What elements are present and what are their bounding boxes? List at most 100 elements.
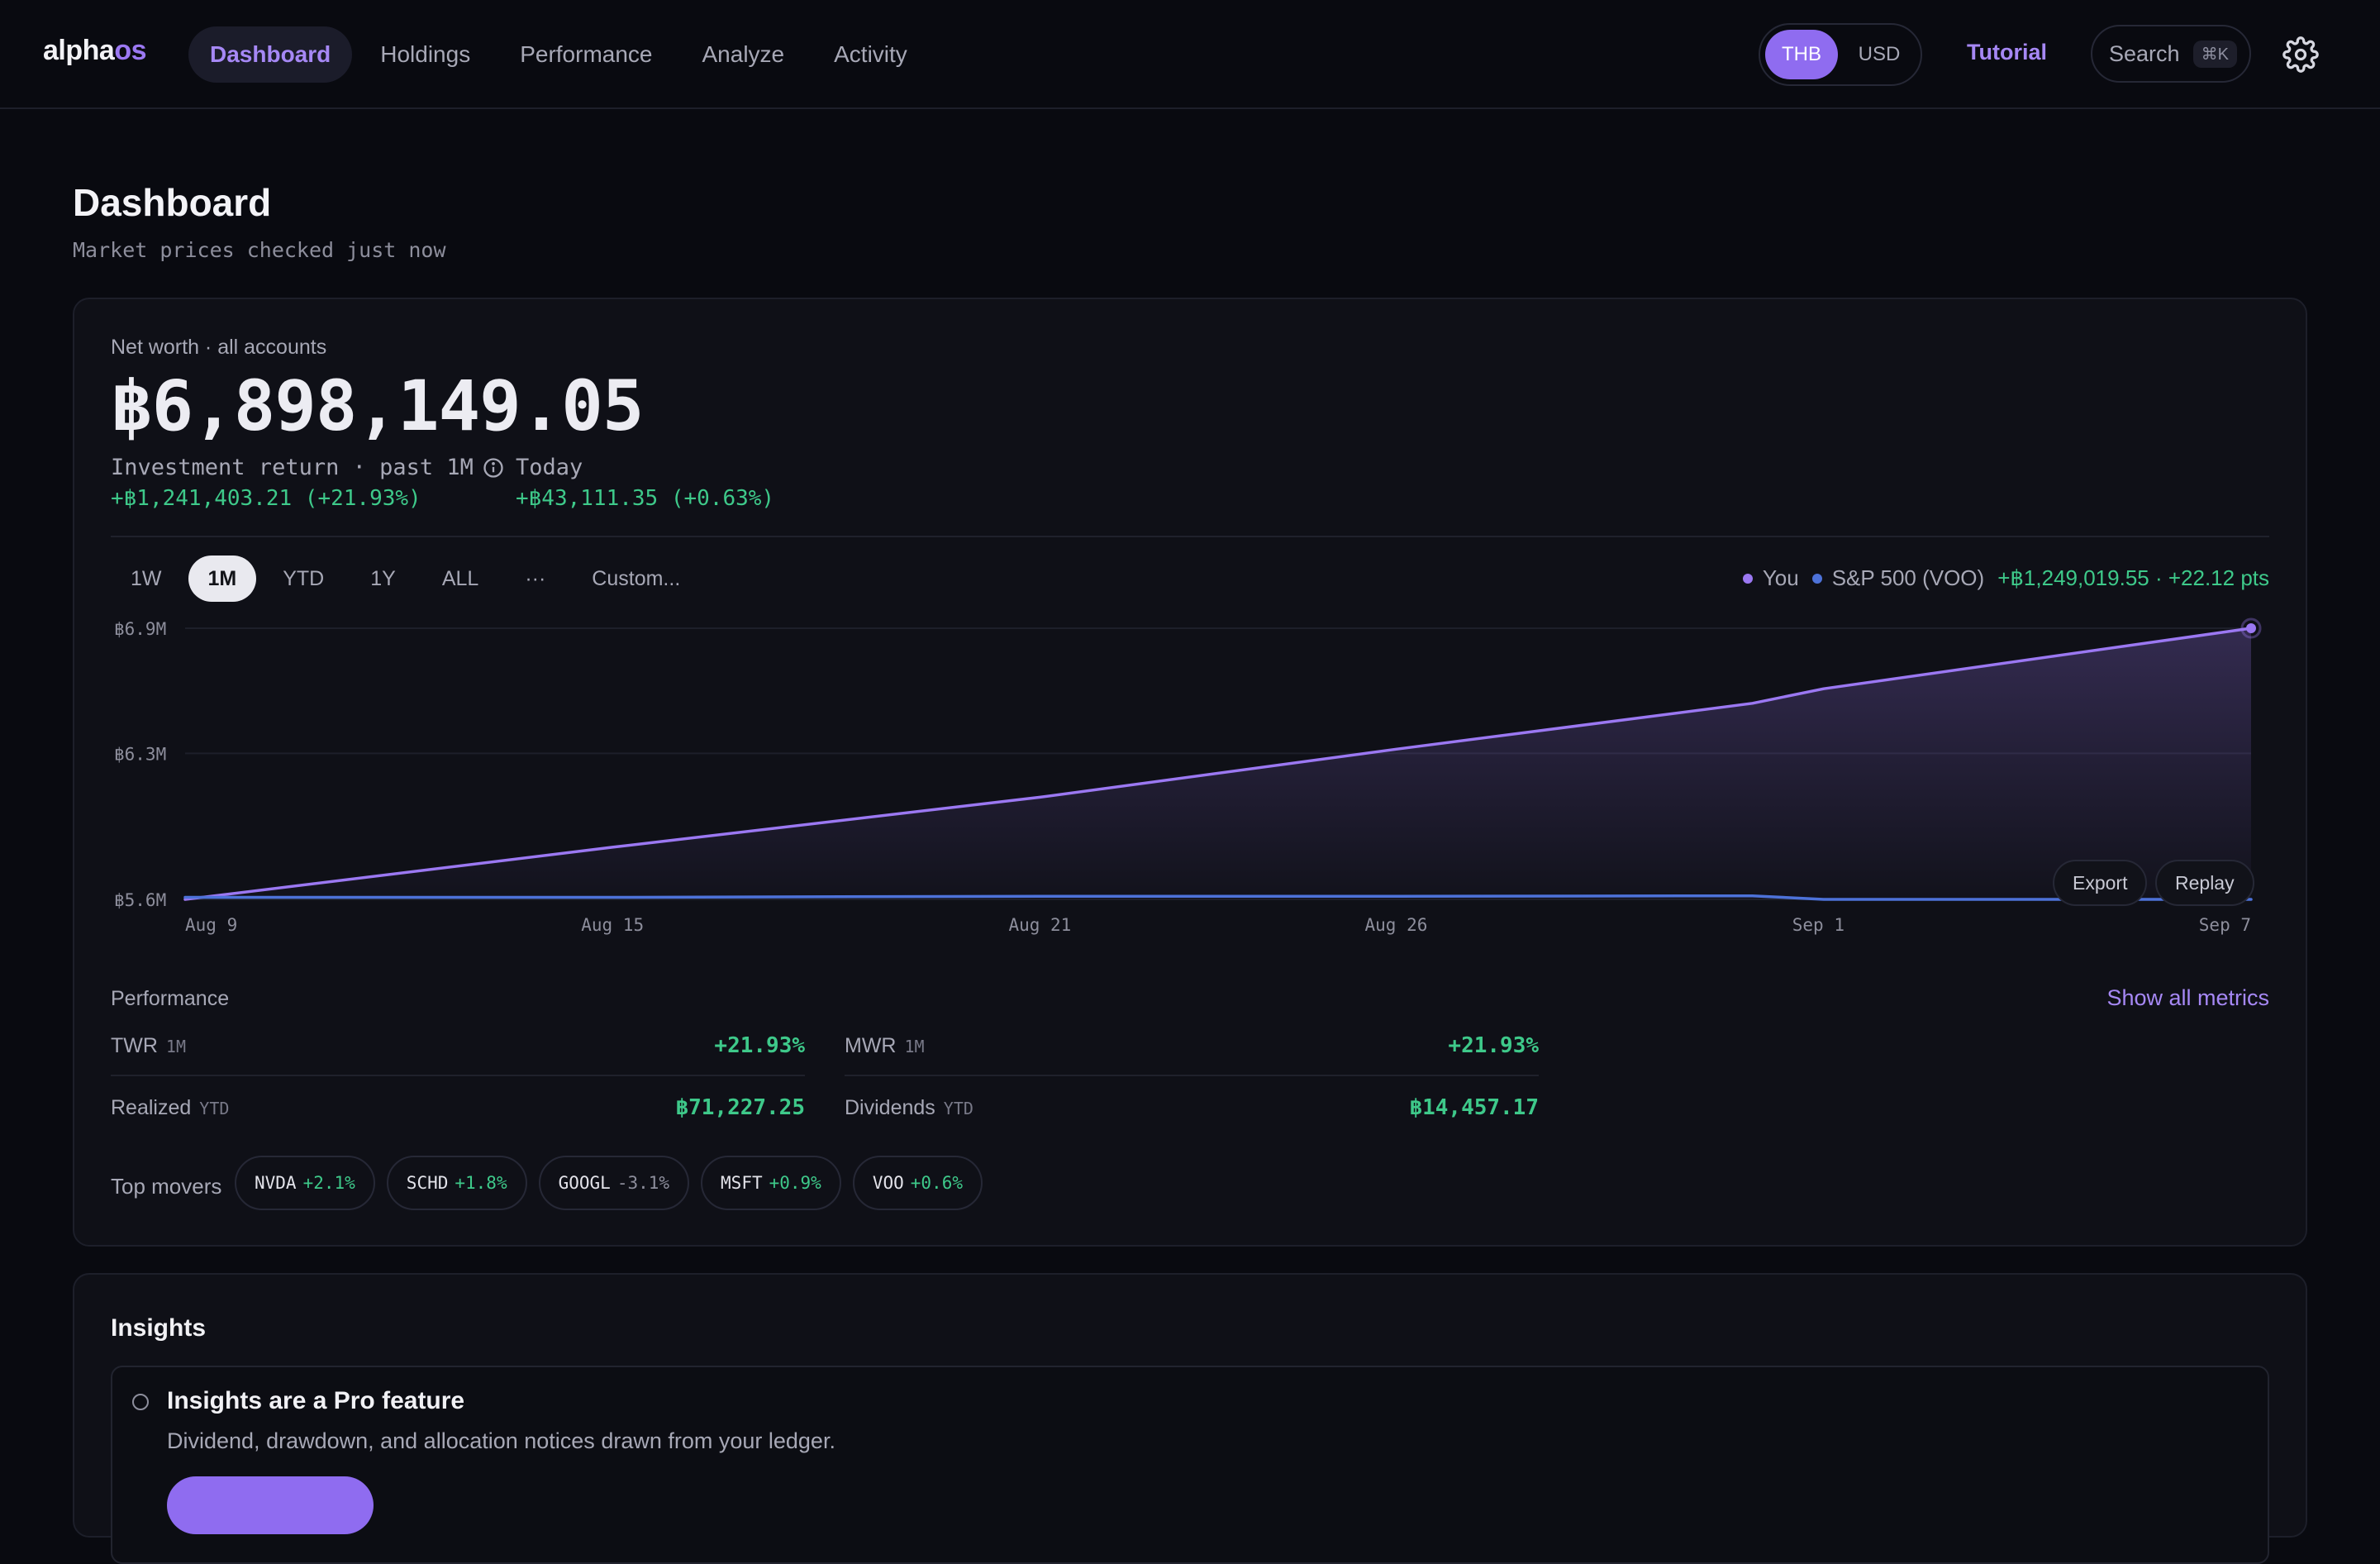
range-ytd-button[interactable]: YTD (283, 566, 325, 590)
mover-change: +0.9% (769, 1173, 821, 1193)
endpoint-halo (2240, 617, 2262, 639)
metric-twr: TWR 1M +21.93% (111, 1017, 805, 1076)
metric-value: ฿14,457.17 (1409, 1095, 1539, 1120)
nav-item-analyze[interactable]: Analyze (702, 41, 785, 67)
page-subtitle: Market prices checked just now (73, 238, 446, 262)
metric-name: Realized YTD (111, 1096, 229, 1120)
metric-value: +21.93% (714, 1033, 805, 1058)
investment-return-value: +฿1,241,403.21 (+21.93%) (111, 486, 421, 511)
insights-title: Insights (111, 1314, 207, 1342)
gear-icon[interactable] (2282, 36, 2319, 73)
endpoint-marker (2246, 623, 2256, 633)
mover-change: +0.6% (910, 1173, 963, 1193)
metric-period: 1M (904, 1036, 925, 1056)
metric-label: MWR (845, 1033, 897, 1057)
mover-change: +1.8% (455, 1173, 507, 1193)
search-label: Search (2109, 41, 2180, 66)
currency-toggle: THB USD (1759, 23, 1922, 86)
more-ranges-button[interactable]: ··· (525, 566, 546, 590)
net-worth-label: Net worth · all accounts (111, 336, 327, 359)
metric-period: 1M (165, 1036, 187, 1056)
chart-legend: You S&P 500 (VOO) +฿1,249,019.55 · +22.1… (1742, 565, 2269, 591)
series-line-1 (183, 894, 2253, 901)
search-button[interactable]: Search ⌘K (2091, 25, 2251, 83)
mover-chip-googl[interactable]: GOOGL -3.1% (538, 1156, 690, 1210)
x-tick-label: Aug 26 (1365, 915, 1428, 935)
range-1m-button[interactable]: 1M (188, 556, 257, 602)
x-tick-label: Aug 9 (185, 915, 237, 935)
range-1w-button[interactable]: 1W (131, 566, 162, 590)
net-worth-chart[interactable]: ฿6.9M ฿6.3M ฿5.6M Aug 9 Aug 15 Aug 21 Aug 26 Se… (74, 613, 2309, 1275)
range-all-button[interactable]: ALL (441, 566, 479, 590)
net-worth-card: Net worth · all accounts ฿6,898,149.05 I… (73, 298, 2307, 1247)
metric-value: +21.93% (1448, 1033, 1539, 1058)
metric-label: Dividends (845, 1095, 935, 1119)
upgrade-button[interactable] (167, 1476, 374, 1534)
export-button[interactable]: Export (2053, 860, 2148, 906)
insights-card: Insights Insights are a Pro feature Divi… (73, 1273, 2307, 1564)
metric-value: ฿71,227.25 (675, 1095, 805, 1120)
y-tick-label: ฿5.6M (114, 890, 166, 910)
nav-item-activity[interactable]: Activity (834, 41, 907, 67)
metric-label: TWR (111, 1033, 158, 1057)
series-area-0 (185, 628, 2251, 899)
tutorial-link[interactable]: Tutorial (1967, 40, 2047, 64)
mover-chip-nvda[interactable]: NVDA +2.1% (235, 1156, 375, 1210)
app-logo[interactable]: alphaos (43, 35, 146, 67)
series-line-0 (183, 627, 2253, 901)
x-tick-label: Aug 21 (1008, 915, 1071, 935)
y-tick-label: ฿6.3M (114, 744, 166, 764)
mover-symbol: MSFT (721, 1173, 763, 1193)
top-movers-list: NVDA +2.1% SCHD +1.8% GOOGL -3.1% MSFT +0.9%… (235, 1156, 983, 1210)
notice-bullet-icon (132, 1394, 149, 1410)
insights-notice-body: Dividend, drawdown, and allocation notic… (167, 1428, 835, 1453)
main-nav: Dashboard Holdings Performance Analyze A… (188, 26, 929, 83)
show-all-metrics-link[interactable]: Show all metrics (2106, 985, 2269, 1010)
currency-usd-button[interactable]: USD (1858, 43, 1901, 65)
mover-symbol: GOOGL (558, 1173, 611, 1193)
x-tick-label: Aug 15 (581, 915, 644, 935)
legend-you-dot (1742, 573, 1753, 584)
mover-symbol: NVDA (255, 1173, 297, 1193)
mover-symbol: SCHD (406, 1173, 449, 1193)
nav-item-holdings[interactable]: Holdings (380, 41, 471, 67)
x-tick-label: Sep 7 (2199, 915, 2251, 935)
metric-period: YTD (943, 1098, 973, 1118)
metric-period: YTD (199, 1098, 230, 1118)
search-shortcut: ⌘K (2192, 40, 2237, 68)
mover-change: -3.1% (616, 1173, 670, 1193)
metric-name: TWR 1M (111, 1034, 186, 1058)
metric-realized: Realized YTD ฿71,227.25 (111, 1078, 805, 1137)
legend-benchmark-label: S&P 500 (VOO) (1831, 565, 1985, 590)
y-tick-label: ฿6.9M (114, 619, 166, 639)
metric-dividends: Dividends YTD ฿14,457.17 (845, 1078, 1539, 1137)
logo-accent: os (114, 35, 146, 66)
performance-title: Performance (111, 987, 230, 1010)
investment-return-text: Investment return · past 1M (111, 455, 474, 480)
range-1y-button[interactable]: 1Y (370, 566, 396, 590)
nav-item-dashboard[interactable]: Dashboard (188, 26, 353, 83)
mover-chip-voo[interactable]: VOO +0.6% (852, 1156, 983, 1210)
time-range-selector: 1W 1M YTD 1Y ALL ··· Custom... (111, 556, 700, 602)
x-tick-label: Sep 1 (1792, 915, 1844, 935)
custom-range-button[interactable]: Custom... (592, 566, 681, 590)
legend-benchmark-dot (1811, 573, 1822, 584)
currency-thb-button[interactable]: THB (1765, 30, 1838, 79)
mover-chip-msft[interactable]: MSFT +0.9% (701, 1156, 841, 1210)
legend-benchmark: S&P 500 (VOO) (1811, 565, 1985, 591)
legend-you: You (1742, 565, 1799, 591)
top-movers-label: Top movers (111, 1174, 222, 1199)
mover-chip-schd[interactable]: SCHD +1.8% (386, 1156, 527, 1210)
investment-return-label: Investment return · past 1M (111, 455, 505, 480)
replay-button[interactable]: Replay (2155, 860, 2254, 906)
net-worth-value: ฿6,898,149.05 (111, 365, 644, 446)
metric-name: Dividends YTD (845, 1096, 973, 1120)
insights-pro-notice: Insights are a Pro feature Dividend, dra… (111, 1366, 2269, 1564)
today-value: +฿43,111.35 (+0.63%) (516, 486, 775, 511)
logo-main: alpha (43, 35, 115, 66)
info-icon[interactable] (482, 456, 505, 479)
nav-item-performance[interactable]: Performance (520, 41, 653, 67)
top-navigation-bar: alphaos Dashboard Holdings Performance A… (0, 0, 2380, 109)
legend-summary: +฿1,249,019.55 · +22.12 pts (1997, 565, 2269, 590)
mover-symbol: VOO (872, 1173, 904, 1193)
